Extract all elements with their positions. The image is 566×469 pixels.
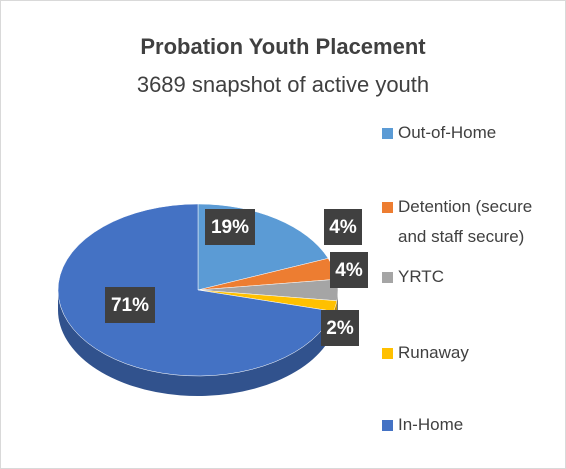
legend-item: Runaway xyxy=(380,338,565,368)
legend-label: YRTC xyxy=(398,267,444,286)
data-label: 71% xyxy=(111,295,149,316)
data-label-box xyxy=(324,209,362,245)
legend-item: Detention (secure and staff secure) xyxy=(380,192,565,252)
data-label-box xyxy=(330,252,368,288)
pie-slice xyxy=(57,203,334,377)
legend-swatch xyxy=(382,128,393,139)
legend-label: Out-of-Home xyxy=(398,123,497,142)
legend-swatch xyxy=(382,202,393,213)
data-label: 4% xyxy=(329,217,357,238)
legend-item: YRTC xyxy=(380,262,565,292)
legend-swatch xyxy=(382,420,393,431)
legend-swatch xyxy=(382,348,393,359)
chart-title: Probation Youth Placement xyxy=(140,34,426,59)
legend-label: Detention (secure and staff secure) xyxy=(398,197,533,246)
data-label: 19% xyxy=(211,217,249,238)
legend-item: Out-of-Home xyxy=(380,118,565,148)
legend-label: In-Home xyxy=(398,415,464,434)
data-label-box xyxy=(105,287,155,323)
data-label-box xyxy=(205,209,255,245)
legend-label: Runaway xyxy=(398,343,469,362)
data-label: 4% xyxy=(335,260,363,281)
data-label-box xyxy=(321,310,359,346)
legend-swatch xyxy=(382,272,393,283)
chart-subtitle: 3689 snapshot of active youth xyxy=(137,72,429,97)
legend-item: In-Home xyxy=(380,410,565,440)
pie-slice-side xyxy=(57,290,334,397)
data-label: 2% xyxy=(326,318,354,339)
